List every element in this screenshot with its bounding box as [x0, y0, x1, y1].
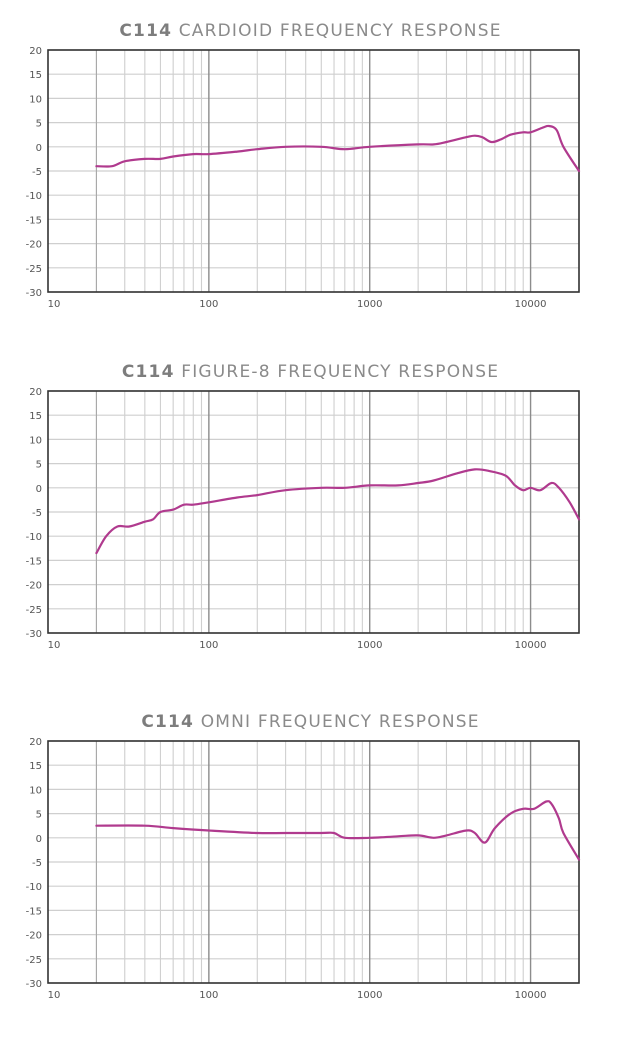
y-tick-label: 15	[29, 411, 42, 422]
chart-title-text: CARDIOID FREQUENCY RESPONSE	[178, 21, 502, 41]
plot-border	[47, 390, 580, 634]
cardioid-plot: 20 15 10 5 0 -5 -10 -15 -20 -25 -30 10 100 1000 10000	[26, 46, 581, 310]
x-tick-label: 1000	[357, 299, 382, 310]
y-tick-label: -25	[26, 955, 42, 966]
y-tick-label: 20	[29, 46, 42, 57]
y-tick-label: 0	[36, 834, 42, 845]
chart-title: C114 CARDIOID FREQUENCY RESPONSE	[0, 14, 621, 48]
chart-title-model: C114	[119, 21, 173, 41]
chart-title-model: C114	[121, 362, 175, 382]
y-tick-label: -15	[26, 215, 42, 226]
x-tick-label: 100	[199, 990, 218, 1001]
y-tick-label: -15	[26, 556, 42, 567]
y-tick-label: -5	[32, 167, 42, 178]
y-tick-label: -20	[26, 581, 42, 592]
y-tick-label: 5	[36, 119, 42, 130]
chart-title: C114 FIGURE-8 FREQUENCY RESPONSE	[0, 355, 621, 389]
y-tick-label: 0	[36, 143, 42, 154]
y-tick-label: -20	[26, 240, 42, 251]
chart-title-model: C114	[141, 712, 195, 732]
x-tick-label: 10000	[515, 299, 547, 310]
plot-border	[47, 740, 580, 984]
y-tick-label: 0	[36, 484, 42, 495]
y-tick-label: 10	[29, 785, 42, 796]
x-tick-label: 10	[48, 640, 61, 651]
y-tick-label: 10	[29, 94, 42, 105]
x-tick-label: 10000	[515, 640, 547, 651]
chart-title: C114 OMNI FREQUENCY RESPONSE	[0, 705, 621, 739]
x-tick-label: 100	[199, 640, 218, 651]
chart-title-text: FIGURE-8 FREQUENCY RESPONSE	[181, 362, 500, 382]
x-tick-label: 10000	[515, 990, 547, 1001]
y-tick-label: -10	[26, 191, 42, 202]
y-tick-label: 15	[29, 761, 42, 772]
frequency-response-curve	[95, 468, 581, 555]
y-tick-label: 15	[29, 70, 42, 81]
omni-plot: 20 15 10 5 0 -5 -10 -15 -20 -25 -30 10 100 1000 10000	[26, 737, 581, 1001]
x-tick-label: 1000	[357, 640, 382, 651]
y-tick-label: -10	[26, 882, 42, 893]
y-tick-label: 10	[29, 435, 42, 446]
y-tick-label: -10	[26, 532, 42, 543]
y-tick-label: 20	[29, 737, 42, 748]
x-tick-label: 10	[48, 299, 61, 310]
x-tick-label: 100	[199, 299, 218, 310]
y-tick-label: 5	[36, 810, 42, 821]
omni-chart: C114 OMNI FREQUENCY RESPONSE 20 15 10 5 0 -5 -…	[0, 705, 621, 1045]
chart-title-text: OMNI FREQUENCY RESPONSE	[200, 712, 480, 732]
cardioid-chart: C114 CARDIOID FREQUENCY RESPONSE 20 15 10 5…	[0, 14, 621, 354]
y-tick-label: -15	[26, 906, 42, 917]
y-tick-label: 5	[36, 460, 42, 471]
y-tick-label: -25	[26, 605, 42, 616]
y-tick-label: -30	[26, 979, 42, 990]
x-tick-label: 1000	[357, 990, 382, 1001]
y-tick-label: -5	[32, 858, 42, 869]
figure8-plot: 20 15 10 5 0 -5 -10 -15 -20 -25 -30 10 100 1000 10000	[26, 387, 581, 651]
y-tick-label: -20	[26, 931, 42, 942]
y-tick-label: -30	[26, 629, 42, 640]
y-tick-label: -30	[26, 288, 42, 299]
x-tick-label: 10	[48, 990, 61, 1001]
y-tick-label: -5	[32, 508, 42, 519]
frequency-response-curve	[95, 124, 581, 173]
y-tick-label: -25	[26, 264, 42, 275]
y-tick-label: 20	[29, 387, 42, 398]
figure8-chart: C114 FIGURE-8 FREQUENCY RESPONSE 20 15 10 5…	[0, 355, 621, 695]
frequency-response-curve	[95, 800, 581, 861]
